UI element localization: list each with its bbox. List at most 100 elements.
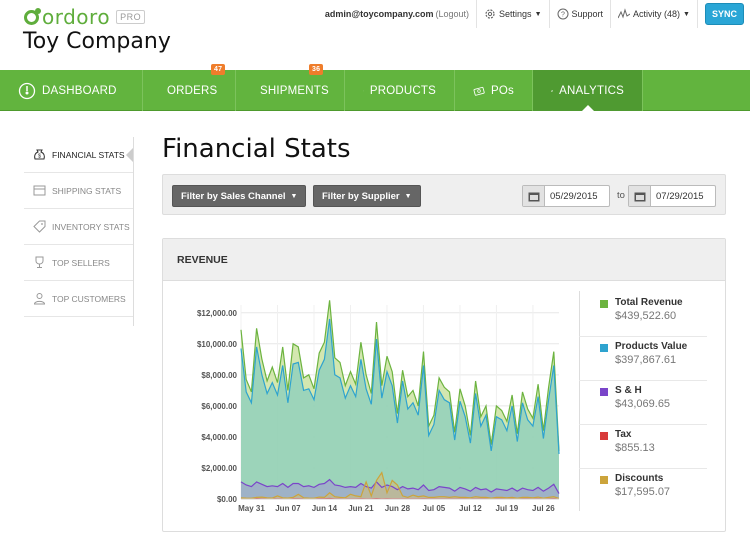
date-from-field[interactable]: 05/29/2015 <box>522 185 610 207</box>
nav-shipments[interactable]: 36 SHIPMENTS <box>236 64 345 111</box>
logout-link[interactable]: (Logout) <box>435 9 470 19</box>
y-tick-label: $10,000.00 <box>197 340 238 349</box>
x-tick-label: Jun 21 <box>348 504 374 513</box>
settings-label: Settings <box>499 9 532 19</box>
ordoro-logo-mark <box>24 7 41 25</box>
filter-sales-channel-button[interactable]: Filter by Sales Channel ▼ <box>172 185 307 207</box>
legend-name: Discounts <box>615 473 664 484</box>
person-icon <box>33 293 46 305</box>
legend-name: Products Value <box>615 341 688 352</box>
nav-label: ANALYTICS <box>559 84 624 97</box>
legend-swatch <box>600 388 608 396</box>
activity-pulse-icon <box>618 8 631 19</box>
x-tick-label: Jul 26 <box>532 504 555 513</box>
sidebar-item-label: SHIPPING STATS <box>52 185 122 196</box>
y-tick-label: $4,000.00 <box>201 433 237 442</box>
dashboard-icon <box>18 82 36 99</box>
nav-dashboard[interactable]: DASHBOARD <box>0 70 143 111</box>
settings-menu[interactable]: Settings ▼ <box>476 0 548 28</box>
company-name: Toy Company <box>23 29 171 54</box>
revenue-panel: REVENUE $0.00 $2,000.00 $4,000.00 $6,000.00… <box>162 238 726 532</box>
account-toolbar: admin@toycompany.com (Logout) Settings ▼… <box>318 0 750 28</box>
chevron-down-icon: ▼ <box>683 10 690 18</box>
legend-item-s-and-h[interactable]: S & H $43,069.65 <box>579 381 707 425</box>
money-icon <box>473 86 485 96</box>
sidebar-item-top-sellers[interactable]: TOP SELLERS <box>24 245 134 281</box>
nav-label: POs <box>491 84 514 97</box>
active-item-pointer <box>126 148 133 162</box>
tag-icon <box>33 220 46 233</box>
calendar-icon[interactable] <box>629 186 651 206</box>
nav-label: DASHBOARD <box>42 84 117 97</box>
series-line-total-revenue <box>240 300 560 451</box>
user-email: admin@toycompany.com <box>324 9 434 19</box>
revenue-chart: $0.00 $2,000.00 $4,000.00 $6,000.00 $8,000.0… <box>197 300 560 513</box>
legend-value: $855.13 <box>615 442 655 454</box>
series-line-products-value <box>240 318 560 455</box>
sidebar-divider <box>133 137 134 326</box>
nav-label: PRODUCTS <box>369 84 436 97</box>
sidebar-item-top-customers[interactable]: TOP CUSTOMERS <box>24 281 134 317</box>
nav-analytics[interactable]: ANALYTICS <box>533 70 643 112</box>
series-line-s-h <box>240 478 560 494</box>
top-bar: ordoro PRO Toy Company admin@toycompany.… <box>0 0 750 70</box>
series-area-products-value <box>241 319 559 499</box>
svg-text:$: $ <box>38 154 41 160</box>
legend-divider <box>579 291 580 511</box>
legend-swatch <box>600 476 608 484</box>
legend-swatch <box>600 344 608 352</box>
filter-supplier-label: Filter by Supplier <box>322 190 400 202</box>
bar-chart-icon <box>551 89 553 92</box>
revenue-panel-title: REVENUE <box>163 239 725 281</box>
activity-menu[interactable]: Activity (48) ▼ <box>610 0 697 28</box>
date-range-separator: to <box>617 190 625 201</box>
x-tick-label: Jun 28 <box>385 504 411 513</box>
sidebar-item-inventory-stats[interactable]: INVENTORY STATS <box>24 209 134 245</box>
date-to-field[interactable]: 07/29/2015 <box>628 185 716 207</box>
legend-name: Total Revenue <box>615 297 683 308</box>
sidebar-item-label: TOP SELLERS <box>52 257 110 268</box>
chevron-down-icon: ▼ <box>404 192 412 200</box>
x-tick-label: Jul 05 <box>423 504 446 513</box>
nav-products[interactable]: PRODUCTS <box>345 70 455 111</box>
y-tick-label: $2,000.00 <box>201 464 237 473</box>
money-bag-icon: $ <box>34 149 45 160</box>
legend-value: $439,522.60 <box>615 310 677 322</box>
orders-count-badge: 47 <box>211 64 226 75</box>
series-area-discounts <box>241 472 559 499</box>
legend-name: S & H <box>615 385 642 396</box>
ordoro-logo[interactable]: ordoro PRO <box>24 5 146 29</box>
tag-icon <box>363 90 364 91</box>
y-tick-label: $0.00 <box>217 495 238 504</box>
support-link[interactable]: ? Support <box>548 0 611 28</box>
x-tick-label: Jun 14 <box>312 504 338 513</box>
gear-icon <box>485 9 495 19</box>
revenue-legend: Total Revenue $439,522.60 Products Value… <box>579 293 707 513</box>
filter-bar: Filter by Sales Channel ▼ Filter by Supp… <box>162 174 726 215</box>
sidebar-item-label: FINANCIAL STATS <box>52 149 125 160</box>
legend-value: $17,595.07 <box>615 486 671 498</box>
y-tick-label: $6,000.00 <box>201 402 237 411</box>
x-tick-label: Jul 19 <box>496 504 519 513</box>
x-tick-label: May 31 <box>238 504 265 513</box>
sidebar-item-label: INVENTORY STATS <box>52 221 130 232</box>
legend-value: $43,069.65 <box>615 398 671 410</box>
nav-pos[interactable]: POs <box>455 70 533 111</box>
legend-value: $397,867.61 <box>615 354 677 366</box>
sidebar-item-shipping-stats[interactable]: SHIPPING STATS <box>24 173 134 209</box>
legend-item-discounts[interactable]: Discounts $17,595.07 <box>579 469 707 513</box>
pro-badge: PRO <box>116 10 146 24</box>
legend-item-total-revenue[interactable]: Total Revenue $439,522.60 <box>579 293 707 337</box>
nav-label: ORDERS <box>167 84 218 97</box>
legend-item-products-value[interactable]: Products Value $397,867.61 <box>579 337 707 381</box>
filter-supplier-button[interactable]: Filter by Supplier ▼ <box>313 185 421 207</box>
activity-label: Activity (48) <box>633 9 681 19</box>
sync-button[interactable]: SYNC <box>704 3 744 25</box>
nav-orders[interactable]: 47 $ ORDERS <box>143 64 236 111</box>
chevron-down-icon: ▼ <box>534 10 542 18</box>
legend-item-tax[interactable]: Tax $855.13 <box>579 425 707 469</box>
calendar-icon[interactable] <box>523 186 545 206</box>
filter-sales-channel-label: Filter by Sales Channel <box>181 190 286 202</box>
sidebar-item-financial-stats[interactable]: $ FINANCIAL STATS <box>24 137 134 173</box>
user-account: admin@toycompany.com (Logout) <box>318 0 476 28</box>
